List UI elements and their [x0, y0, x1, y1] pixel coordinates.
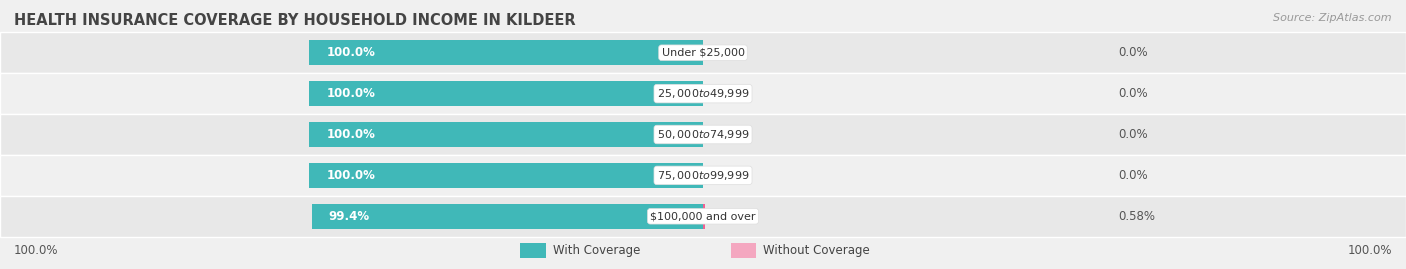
Bar: [309, 40, 703, 65]
Bar: [309, 122, 703, 147]
Text: 100.0%: 100.0%: [326, 46, 375, 59]
Bar: [0, 114, 1406, 155]
Bar: [312, 204, 703, 229]
Bar: [0, 73, 1406, 114]
Text: HEALTH INSURANCE COVERAGE BY HOUSEHOLD INCOME IN KILDEER: HEALTH INSURANCE COVERAGE BY HOUSEHOLD I…: [14, 13, 575, 29]
Text: $100,000 and over: $100,000 and over: [650, 211, 756, 221]
Text: 0.0%: 0.0%: [1118, 128, 1147, 141]
Text: Source: ZipAtlas.com: Source: ZipAtlas.com: [1274, 13, 1392, 23]
Text: $75,000 to $99,999: $75,000 to $99,999: [657, 169, 749, 182]
Text: 0.58%: 0.58%: [1118, 210, 1154, 223]
Text: 99.4%: 99.4%: [329, 210, 370, 223]
Text: 0.0%: 0.0%: [1118, 169, 1147, 182]
Bar: [731, 243, 756, 258]
Bar: [309, 81, 703, 106]
Bar: [520, 243, 546, 258]
Bar: [703, 204, 706, 229]
Text: 100.0%: 100.0%: [1347, 244, 1392, 257]
Text: 100.0%: 100.0%: [14, 244, 59, 257]
Text: 100.0%: 100.0%: [326, 87, 375, 100]
Text: $25,000 to $49,999: $25,000 to $49,999: [657, 87, 749, 100]
Text: $50,000 to $74,999: $50,000 to $74,999: [657, 128, 749, 141]
Bar: [309, 163, 703, 188]
Text: Without Coverage: Without Coverage: [763, 244, 870, 257]
Text: Under $25,000: Under $25,000: [661, 48, 745, 58]
Bar: [0, 32, 1406, 73]
Bar: [0, 196, 1406, 237]
Text: With Coverage: With Coverage: [553, 244, 640, 257]
Text: 0.0%: 0.0%: [1118, 87, 1147, 100]
Bar: [0, 155, 1406, 196]
Text: 0.0%: 0.0%: [1118, 46, 1147, 59]
Text: 100.0%: 100.0%: [326, 169, 375, 182]
Text: 100.0%: 100.0%: [326, 128, 375, 141]
